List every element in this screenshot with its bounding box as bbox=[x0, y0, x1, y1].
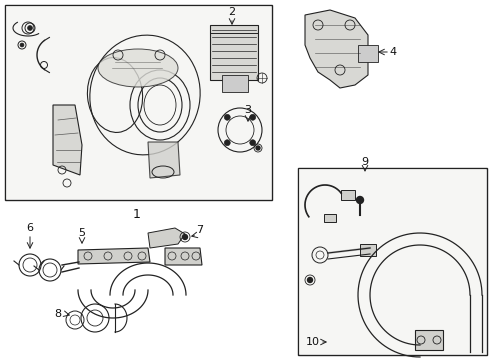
Circle shape bbox=[250, 140, 256, 146]
Ellipse shape bbox=[98, 49, 178, 87]
Circle shape bbox=[256, 146, 260, 150]
Polygon shape bbox=[78, 248, 150, 264]
Circle shape bbox=[308, 278, 313, 283]
Bar bbox=[6, 6, 271, 199]
Text: 2: 2 bbox=[228, 7, 236, 17]
Text: 4: 4 bbox=[390, 47, 396, 57]
Bar bbox=[358, 45, 378, 62]
Polygon shape bbox=[165, 248, 202, 265]
Polygon shape bbox=[53, 105, 82, 175]
Bar bbox=[341, 190, 355, 200]
Text: 1: 1 bbox=[133, 208, 141, 221]
Circle shape bbox=[224, 140, 230, 146]
Bar bbox=[415, 330, 443, 350]
Text: 6: 6 bbox=[26, 223, 33, 233]
Circle shape bbox=[27, 26, 32, 31]
Bar bbox=[324, 214, 336, 222]
Text: 9: 9 bbox=[362, 157, 368, 167]
Bar bbox=[5, 5, 272, 200]
Circle shape bbox=[182, 234, 188, 239]
Bar bbox=[210, 25, 258, 80]
Bar bbox=[222, 75, 248, 92]
Polygon shape bbox=[305, 10, 368, 88]
Bar bbox=[298, 168, 487, 355]
Text: 10: 10 bbox=[306, 337, 320, 347]
Circle shape bbox=[224, 114, 230, 120]
Bar bbox=[299, 169, 486, 354]
Polygon shape bbox=[148, 228, 185, 248]
Text: 3: 3 bbox=[245, 105, 251, 115]
Circle shape bbox=[20, 43, 24, 47]
Text: 7: 7 bbox=[196, 225, 203, 235]
Bar bbox=[360, 244, 376, 256]
Text: 8: 8 bbox=[54, 309, 62, 319]
Text: 5: 5 bbox=[78, 228, 85, 238]
Circle shape bbox=[250, 114, 256, 120]
Polygon shape bbox=[148, 142, 180, 178]
Circle shape bbox=[357, 197, 364, 203]
